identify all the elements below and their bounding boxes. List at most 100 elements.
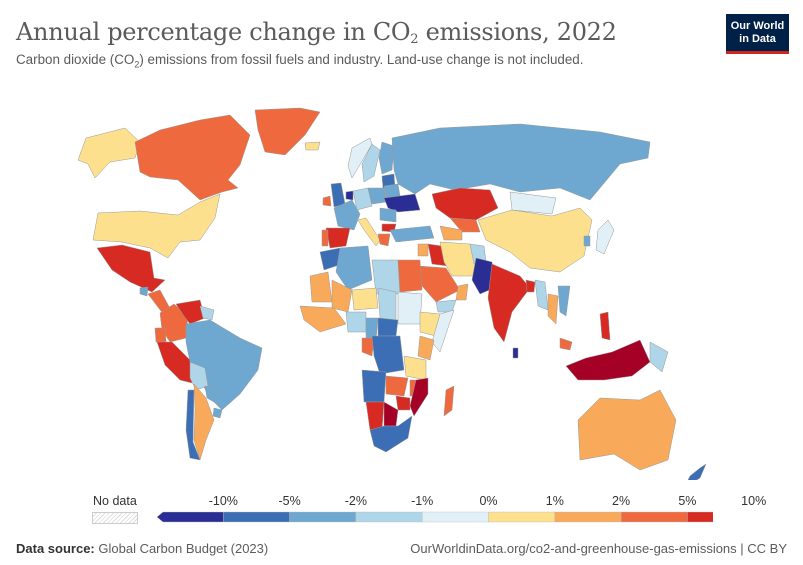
legend-tick-label: 10% [741,494,767,508]
country-norway[interactable] [347,137,373,179]
country-mongolia[interactable] [509,191,557,215]
country-oman[interactable] [455,283,469,301]
country-sudan[interactable] [397,291,423,325]
country-kenya[interactable] [417,335,435,361]
country-turkey[interactable] [389,225,435,243]
country-papua-new-guinea[interactable] [649,341,669,373]
country-sweden[interactable] [361,143,381,183]
country-ireland[interactable] [322,195,332,207]
country-canada[interactable] [134,114,251,201]
country-finland[interactable] [378,141,395,175]
country-venezuela[interactable] [175,299,206,325]
country-portugal[interactable] [321,229,329,247]
legend-tick-label: 5% [678,494,697,508]
country-bolivia[interactable] [189,361,209,391]
country-botswana[interactable] [383,401,399,427]
subtitle-text: Carbon dioxide (CO [16,52,135,67]
country-france[interactable] [333,199,361,231]
country-syria[interactable] [417,243,429,257]
country-guyana[interactable] [199,305,215,321]
country-gabon-congo[interactable] [361,337,375,357]
country-alaska-usa[interactable] [77,127,141,179]
country-russia[interactable] [391,123,651,201]
country-kazakhstan[interactable] [431,187,499,221]
legend-tick-label: -1% [411,494,434,508]
country-malaysia[interactable] [559,337,573,351]
legend-bin[interactable] [156,511,224,523]
country-netherlands[interactable] [345,190,354,201]
country-greece[interactable] [377,233,391,247]
country-iceland[interactable] [304,141,321,151]
country-nigeria[interactable] [345,311,367,333]
country-myanmar[interactable] [534,279,549,311]
country-peru[interactable] [156,341,193,384]
country-romania[interactable] [379,207,397,223]
legend-bin[interactable] [554,511,622,523]
legend-bin[interactable] [355,511,423,523]
country-mexico[interactable] [96,244,166,293]
country-niger[interactable] [351,287,379,311]
country-zambia[interactable] [385,375,409,397]
country-tanzania[interactable] [403,355,427,381]
legend-tick-label: 2% [612,494,631,508]
country-united-kingdom[interactable] [330,182,346,208]
country-central-african-republic[interactable] [377,317,399,337]
country-angola[interactable] [361,369,387,403]
legend-bin[interactable] [422,511,489,523]
legend-tick-label: -2% [344,494,368,508]
country-italy[interactable] [357,217,381,247]
country-india[interactable] [487,263,531,343]
country-ukraine[interactable] [383,193,421,213]
country-greenland[interactable] [254,107,321,156]
country-uruguay[interactable] [212,407,223,419]
country-belarus[interactable] [383,183,401,199]
country-dr-congo[interactable] [371,335,405,375]
country-guatemala[interactable] [139,286,149,297]
country-south-africa[interactable] [369,415,413,453]
country-somalia[interactable] [431,309,455,353]
country-south-korea[interactable] [583,235,591,247]
country-west-africa[interactable] [299,305,347,333]
country-vietnam[interactable] [557,285,571,317]
country-ecuador[interactable] [154,327,167,343]
legend-bin[interactable] [223,511,290,523]
legend-bin[interactable] [620,511,688,523]
legend-bin[interactable] [687,511,713,523]
country-chad[interactable] [377,287,397,321]
country-uzbekistan[interactable] [449,217,481,233]
subtitle-subscript: 2 [134,59,140,70]
country-mozambique[interactable] [409,377,429,417]
country-australia[interactable] [577,389,677,471]
country-zimbabwe[interactable] [395,395,411,411]
country-thailand[interactable] [547,293,559,325]
country-namibia[interactable] [365,401,385,431]
country-indonesia[interactable] [565,339,651,381]
country-argentina[interactable] [193,383,215,461]
no-data-swatch [92,512,138,524]
country-germany[interactable] [352,187,373,211]
legend-bin[interactable] [289,511,357,523]
country-china[interactable] [477,207,593,273]
country-pakistan[interactable] [471,257,495,295]
country-united-states[interactable] [92,193,221,259]
owid-logo[interactable]: Our World in Data [726,14,789,54]
country-turkmenistan[interactable] [439,225,463,241]
title-text-end: emissions, 2022 [418,18,617,46]
chart-subtitle: Carbon dioxide (CO2) emissions from foss… [16,52,583,70]
color-legend [156,511,713,523]
country-mauritania[interactable] [309,271,333,303]
country-spain[interactable] [325,227,351,249]
country-egypt[interactable] [397,259,423,293]
country-algeria[interactable] [335,245,373,291]
country-paraguay[interactable] [204,385,216,403]
legend-bin[interactable] [488,511,556,523]
country-philippines[interactable] [599,311,611,341]
country-japan[interactable] [595,219,615,255]
country-sri-lanka[interactable] [512,347,519,359]
country-bangladesh[interactable] [525,279,536,293]
country-madagascar[interactable] [443,385,455,417]
data-source-value[interactable]: Global Carbon Budget (2023) [98,541,269,556]
source-url[interactable]: OurWorldinData.org/co2-and-greenhouse-ga… [410,541,787,556]
country-iran[interactable] [439,241,479,277]
country-new-zealand[interactable] [684,463,707,480]
